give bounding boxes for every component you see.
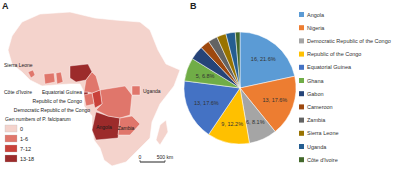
data-label: 5, 6.8% — [196, 73, 215, 79]
figure: A Angola Democratic Republic of the Congo R… — [0, 0, 400, 172]
data-label: 6, 8.1% — [246, 119, 265, 125]
country-label: Zambia — [118, 125, 135, 131]
country — [118, 116, 140, 135]
legend-swatch — [5, 145, 17, 152]
country — [92, 90, 102, 108]
legend-swatch — [299, 104, 304, 109]
legend-label: 0 — [20, 126, 23, 132]
legend-swatch — [299, 131, 304, 136]
country-label: Uganda — [143, 88, 161, 94]
legend-label: Angola — [307, 12, 325, 18]
legend-label: Cameroon — [307, 104, 333, 110]
legend-label: 1-6 — [20, 136, 28, 142]
legend-label: Gabon — [307, 91, 324, 97]
scale-tick — [165, 160, 166, 162]
legend-label: Republic of the Congo — [307, 51, 361, 57]
legend-swatch — [5, 155, 17, 162]
panel-label: B — [190, 1, 197, 11]
country-label: Angola — [96, 124, 112, 130]
pie-panel: B 16, 21.6% 13, 17.6% 6, 8.1%9, 12.2% 13, 17… — [184, 1, 391, 163]
legend-swatch — [299, 65, 304, 70]
scale-bar — [140, 162, 165, 163]
scale-tick — [140, 160, 141, 162]
country-label: Republic of the Congo — [33, 98, 83, 104]
legend-swatch — [299, 144, 304, 149]
pie-slice — [226, 32, 240, 88]
legend-swatch — [299, 157, 304, 162]
legend-swatch — [299, 78, 304, 83]
panel-label: A — [2, 1, 9, 11]
legend-title: Gen numbers of P. falciparum — [5, 116, 71, 122]
legend-swatch — [5, 125, 17, 132]
legend-swatch — [5, 135, 17, 142]
legend-label: Democratic Republic of the Congo — [307, 38, 391, 44]
legend-label: Uganda — [307, 144, 327, 150]
legend-label: 7-12 — [20, 146, 31, 152]
country — [56, 72, 63, 84]
data-label: 9, 12.2% — [221, 121, 243, 127]
legend-swatch — [299, 38, 304, 43]
legend-label: Sierra Leone — [307, 130, 339, 136]
legend-swatch — [299, 12, 304, 17]
data-label: 16, 21.6% — [251, 56, 276, 62]
country-label: Democratic Republic of the Congo — [14, 107, 90, 113]
island — [156, 120, 168, 145]
legend-label: Zambia — [307, 117, 326, 123]
legend-label: Ghana — [307, 78, 324, 84]
country — [84, 93, 94, 106]
country-label: Sierra Leone — [4, 62, 33, 68]
legend-swatch — [299, 52, 304, 57]
data-label: 13, 17.6% — [262, 97, 287, 103]
legend-swatch — [299, 91, 304, 96]
legend-label: 13-18 — [20, 156, 34, 162]
legend-swatch — [299, 25, 304, 30]
data-label: 13, 17.6% — [194, 100, 219, 106]
country — [84, 72, 100, 93]
continent — [8, 12, 180, 166]
legend-label: Equatorial Guinea — [307, 64, 352, 70]
legend-label: Nigeria — [307, 25, 325, 31]
country — [28, 70, 35, 78]
scale-label: 500 km — [157, 154, 173, 160]
map-panel: A Angola Democratic Republic of the Congo R… — [2, 1, 180, 166]
country — [132, 86, 140, 95]
legend-swatch — [299, 118, 304, 123]
pie-slice — [235, 32, 240, 88]
scale-label: 0 — [139, 154, 142, 160]
country — [44, 73, 55, 84]
legend-label: Côte d'Ivoire — [307, 157, 338, 163]
country-label: Equatorial Guinea — [42, 89, 82, 95]
country-label: Côte d'Ivoire — [4, 89, 32, 95]
